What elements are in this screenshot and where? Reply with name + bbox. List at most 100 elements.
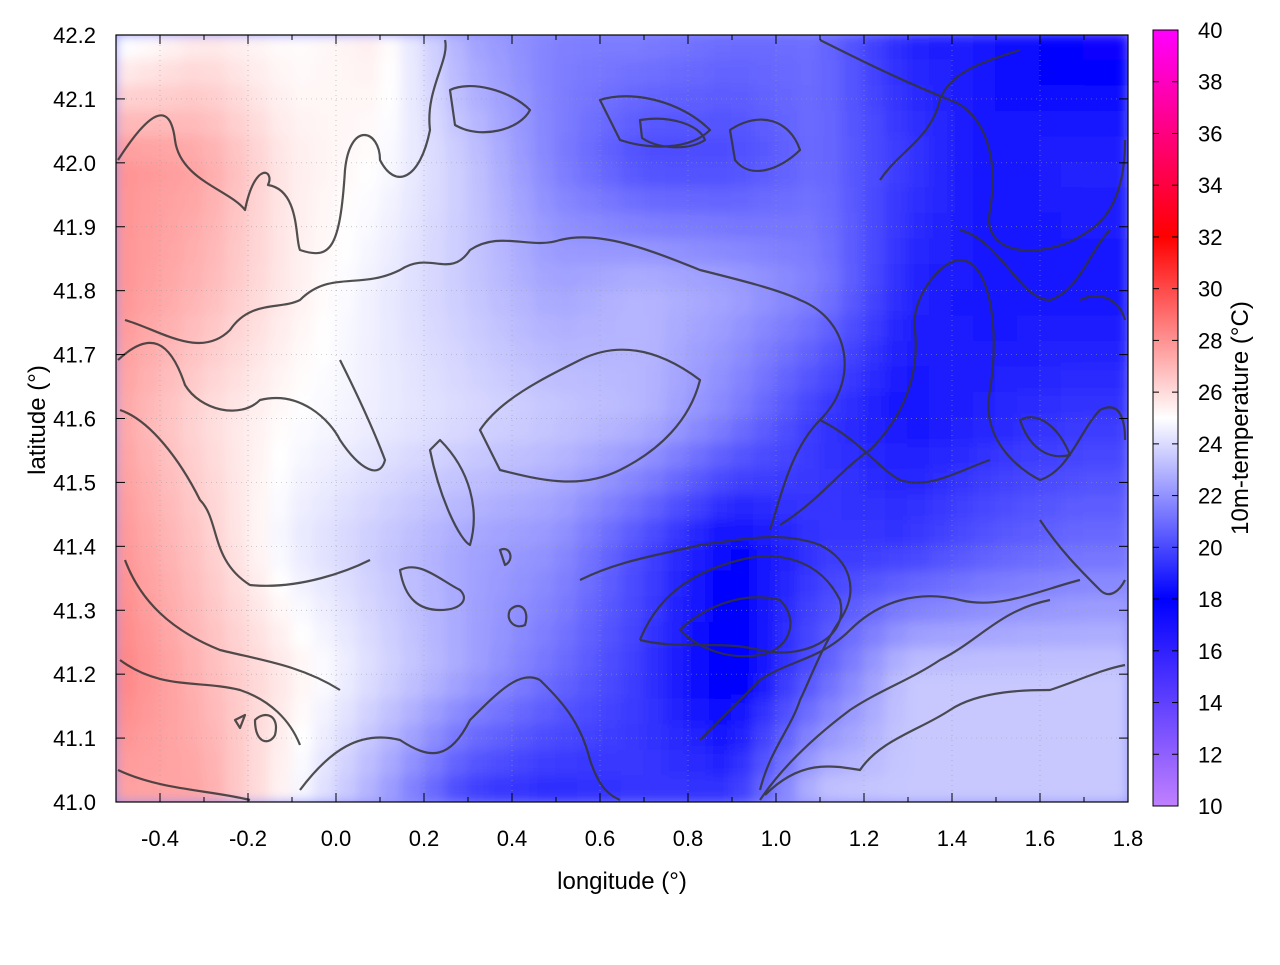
heatmap-cell <box>423 673 447 701</box>
heatmap-cell <box>819 35 843 62</box>
heatmap-cell <box>445 698 469 727</box>
colorbar-tick-label: 22 <box>1198 484 1222 509</box>
heatmap-cell <box>379 749 403 778</box>
heatmap-cell <box>1061 366 1085 394</box>
heatmap-cell <box>643 391 667 420</box>
heatmap-cell <box>401 59 425 88</box>
heatmap-cell <box>1017 161 1041 190</box>
heatmap-cell <box>181 519 205 548</box>
heatmap-cell <box>687 647 711 676</box>
heatmap-cell <box>951 775 975 802</box>
heatmap-cell <box>467 59 491 88</box>
heatmap-cell <box>643 749 667 778</box>
heatmap-cell <box>1039 647 1063 676</box>
heatmap-cell <box>1017 59 1041 88</box>
heatmap-cell <box>1017 673 1041 701</box>
heatmap-cell <box>533 698 557 727</box>
contour-line <box>398 566 465 612</box>
heatmap-cell <box>731 187 755 215</box>
heatmap-cell <box>577 238 601 267</box>
heatmap-cell <box>137 647 161 676</box>
heatmap-cell <box>137 161 161 190</box>
heatmap-cell <box>797 494 821 522</box>
heatmap-cell <box>621 417 645 446</box>
heatmap-cell <box>885 775 909 802</box>
heatmap-cell <box>357 545 381 573</box>
heatmap-cell <box>709 570 733 599</box>
heatmap-cell <box>995 110 1019 139</box>
heatmap-cell <box>907 391 931 420</box>
y-tick-label: 41.4 <box>53 534 96 559</box>
heatmap-cell <box>1017 238 1041 267</box>
heatmap-cell <box>687 417 711 446</box>
heatmap-cell <box>1039 110 1063 139</box>
contour-line <box>117 39 447 255</box>
heatmap-cell <box>687 59 711 88</box>
heatmap-cell <box>929 187 953 215</box>
heatmap-cell <box>797 366 821 394</box>
contour-line <box>598 95 712 148</box>
heatmap-cell <box>116 161 139 190</box>
heatmap-cell <box>1105 417 1128 446</box>
colorbar-tick-label: 18 <box>1198 587 1222 612</box>
heatmap-cell <box>159 136 183 164</box>
heatmap-cell <box>907 622 931 650</box>
heatmap-cell <box>445 187 469 215</box>
heatmap-cell <box>159 673 183 701</box>
heatmap-cell <box>269 110 293 139</box>
heatmap-cell <box>467 673 491 701</box>
heatmap-cell <box>379 110 403 139</box>
heatmap-cell <box>665 264 689 292</box>
heatmap-cell <box>907 443 931 471</box>
heatmap-cell <box>116 698 139 727</box>
heatmap-cell <box>116 264 139 292</box>
contour-line <box>779 258 1127 526</box>
heatmap-cell <box>577 110 601 139</box>
heatmap-cell <box>1017 698 1041 727</box>
heatmap-cell <box>489 315 513 343</box>
heatmap-cell <box>753 35 777 62</box>
x-tick-label: 0.0 <box>321 826 352 851</box>
heatmap-cell <box>599 161 623 190</box>
heatmap-cell <box>181 443 205 471</box>
heatmap-cell <box>379 136 403 164</box>
heatmap-cell <box>995 417 1019 446</box>
heatmap-cell <box>423 545 447 573</box>
heatmap-cell <box>577 340 601 369</box>
heatmap-cell <box>1083 187 1107 215</box>
heatmap-cell <box>291 749 315 778</box>
heatmap-cell <box>1017 289 1041 318</box>
heatmap-cell <box>445 622 469 650</box>
heatmap-cell <box>1039 187 1063 215</box>
y-axis: 41.0 41.1 41.2 41.3 41.4 41.5 41.6 41.7 41.8 41.9… <box>53 23 1128 815</box>
heatmap-cell <box>1105 570 1128 599</box>
heatmap-cell <box>291 315 315 343</box>
heatmap-cell <box>181 417 205 446</box>
heatmap-cell <box>1105 315 1128 343</box>
heatmap-cell <box>577 35 601 62</box>
heatmap-cell <box>533 110 557 139</box>
contour-line <box>819 419 991 484</box>
heatmap-cell <box>335 289 359 318</box>
heatmap-cell <box>423 749 447 778</box>
heatmap-cell <box>1039 494 1063 522</box>
heatmap-cell <box>885 698 909 727</box>
heatmap-cell <box>423 443 447 471</box>
heatmap-cell <box>335 264 359 292</box>
heatmap-cell <box>467 136 491 164</box>
heatmap-cell <box>929 366 953 394</box>
heatmap-cell <box>1061 622 1085 650</box>
heatmap-cell <box>379 775 403 802</box>
heatmap-cell <box>247 110 271 139</box>
heatmap-cell <box>181 494 205 522</box>
heatmap-cell <box>357 698 381 727</box>
heatmap-cell <box>181 749 205 778</box>
heatmap-cell <box>1105 647 1128 676</box>
heatmap-cell <box>885 494 909 522</box>
heatmap-cell <box>973 391 997 420</box>
heatmap-cell <box>731 366 755 394</box>
heatmap-cell <box>1083 59 1107 88</box>
heatmap-cell <box>643 366 667 394</box>
heatmap-cell <box>203 264 227 292</box>
